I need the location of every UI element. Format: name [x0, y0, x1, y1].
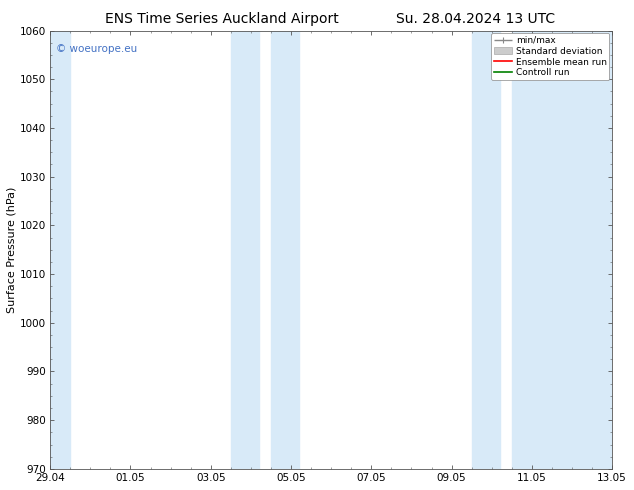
- Bar: [512, 30, 612, 469]
- Text: © woeurope.eu: © woeurope.eu: [56, 44, 137, 54]
- Text: Su. 28.04.2024 13 UTC: Su. 28.04.2024 13 UTC: [396, 12, 555, 26]
- Text: ENS Time Series Auckland Airport: ENS Time Series Auckland Airport: [105, 12, 339, 26]
- Y-axis label: Surface Pressure (hPa): Surface Pressure (hPa): [7, 187, 17, 313]
- Bar: [271, 30, 299, 469]
- Bar: [50, 30, 70, 469]
- Bar: [472, 30, 500, 469]
- Bar: [231, 30, 259, 469]
- Legend: min/max, Standard deviation, Ensemble mean run, Controll run: min/max, Standard deviation, Ensemble me…: [491, 33, 609, 80]
